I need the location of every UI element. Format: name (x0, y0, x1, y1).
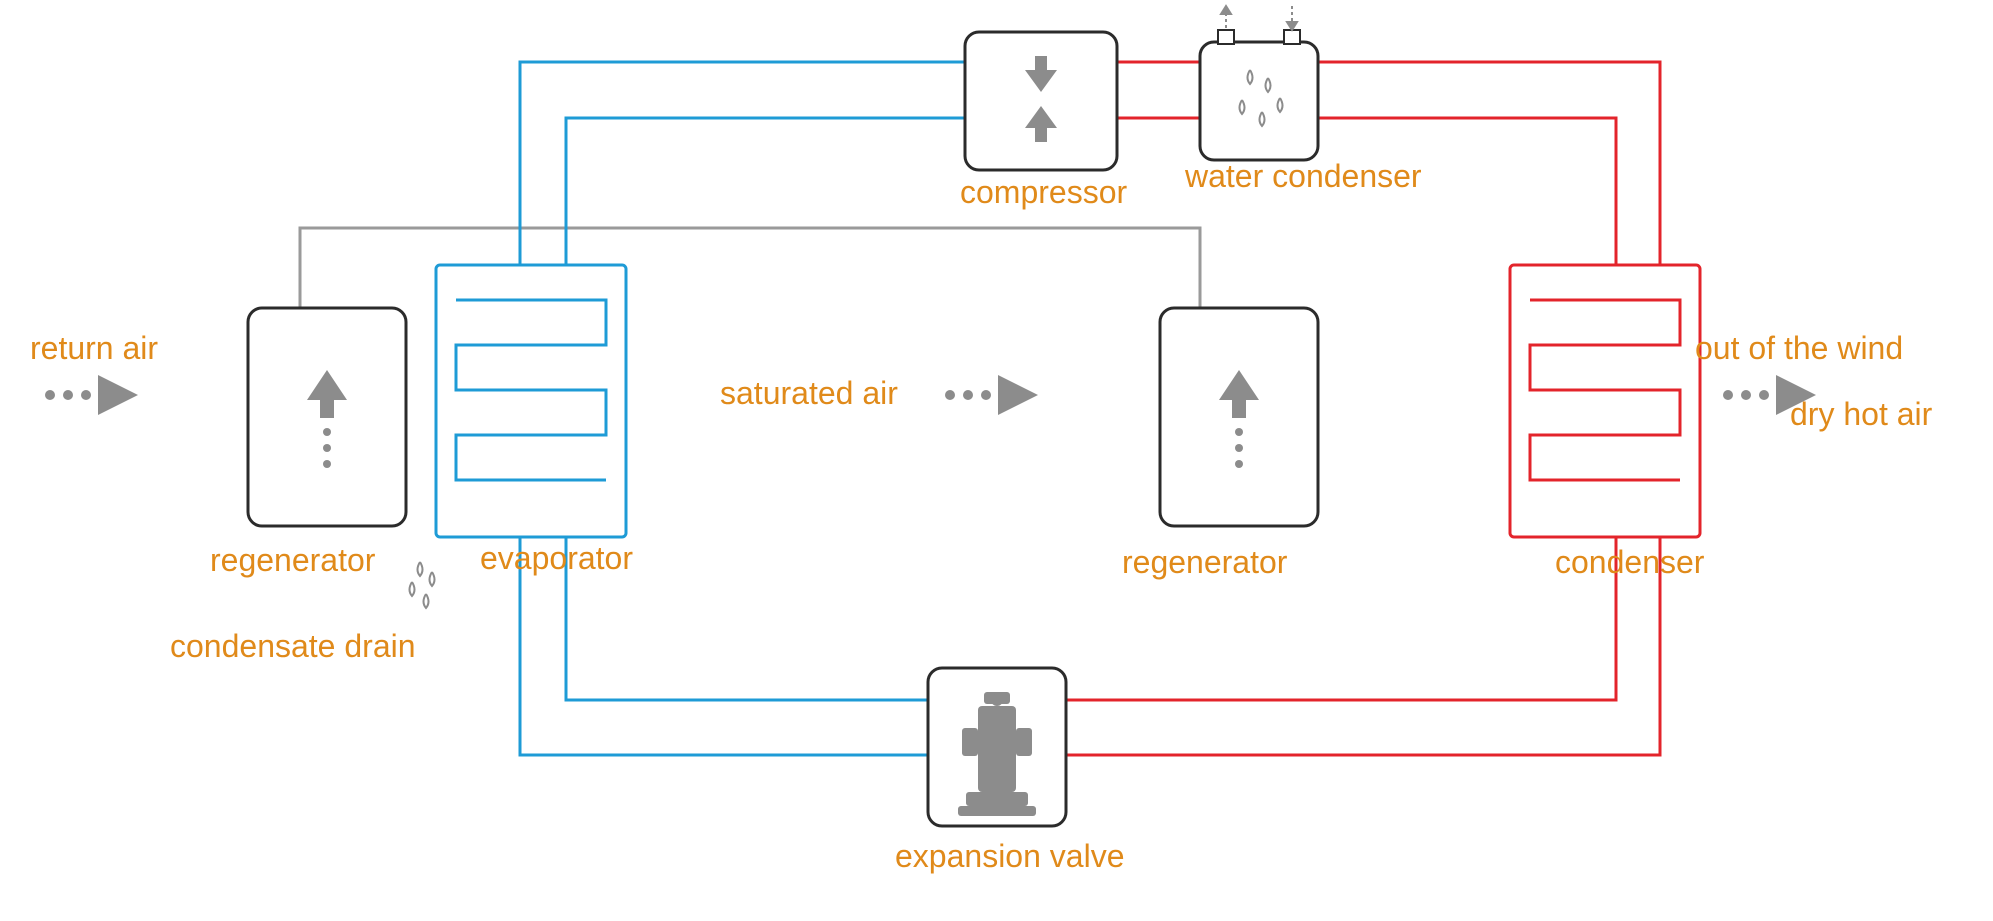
water-condenser (1200, 6, 1318, 160)
condensate-drain-icon (410, 562, 435, 608)
label-out-of-wind: out of the wind (1695, 330, 1903, 367)
label-evaporator: evaporator (480, 540, 633, 577)
label-regenerator-2: regenerator (1122, 544, 1287, 581)
expansion-valve (928, 668, 1066, 826)
saturated-air-arrow (945, 375, 1038, 415)
label-regenerator-1: regenerator (210, 542, 375, 579)
hvac-diagram (0, 0, 1993, 921)
label-dry-hot-air: dry hot air (1790, 396, 1932, 433)
label-water-condenser: water condenser (1185, 158, 1422, 195)
label-condenser: condenser (1555, 544, 1704, 581)
condenser (1510, 265, 1700, 537)
label-expansion-valve: expansion valve (895, 838, 1124, 875)
label-compressor: compressor (960, 174, 1127, 211)
label-saturated-air: saturated air (720, 375, 898, 412)
label-condensate-drain: condensate drain (170, 628, 416, 665)
cold-pipe-compressor-to-evap-inner (566, 118, 965, 265)
evaporator (436, 265, 626, 537)
label-return-air: return air (30, 330, 158, 367)
regenerator-1 (248, 308, 406, 526)
compressor (965, 32, 1117, 170)
return-air-arrow (45, 375, 138, 415)
regenerator-2 (1160, 308, 1318, 526)
cold-pipe-compressor-to-evap-outer (520, 62, 965, 265)
